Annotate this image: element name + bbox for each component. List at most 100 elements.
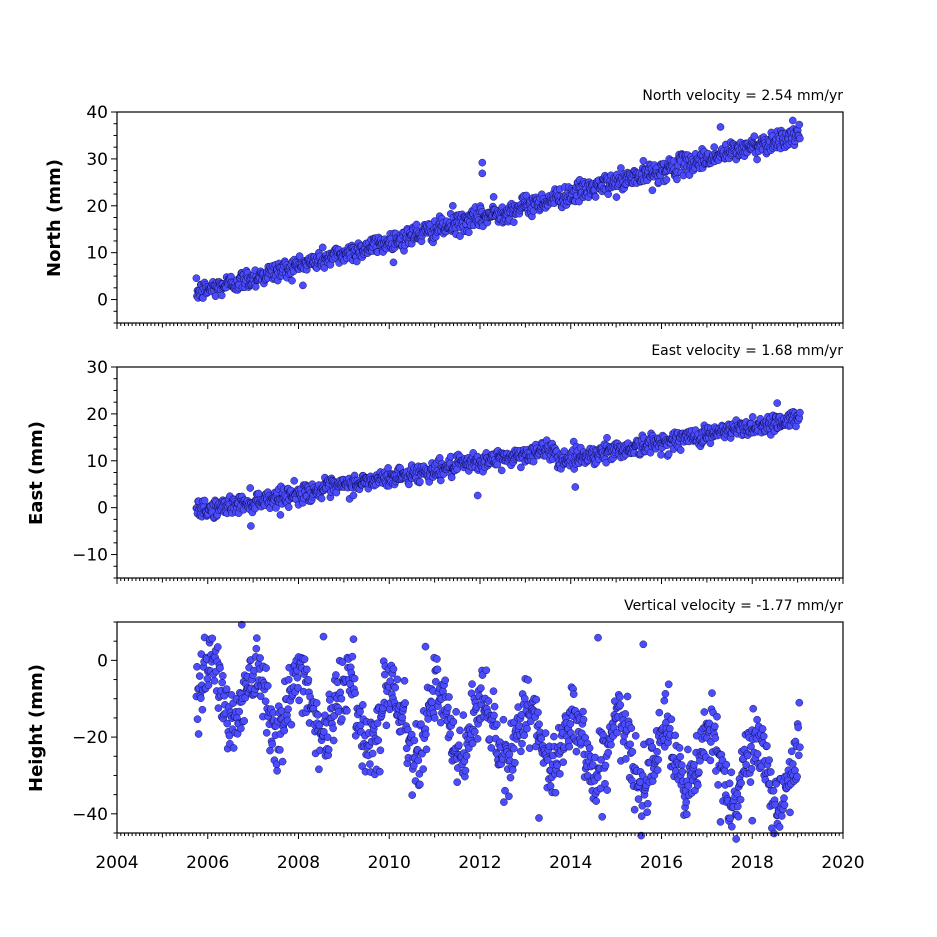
height-data-point <box>747 742 755 751</box>
height-data-point <box>793 772 801 781</box>
north-points <box>192 116 804 302</box>
east-y-tick-label: −10 <box>72 546 108 566</box>
height-data-point <box>565 742 574 751</box>
north-data-point <box>217 291 226 300</box>
height-data-point <box>787 747 796 756</box>
north-y-tick-label: 40 <box>86 103 108 123</box>
height-y-tick-label: −40 <box>72 805 108 825</box>
height-data-point <box>630 805 639 814</box>
height-data-point <box>489 687 498 696</box>
north-outlier-point <box>648 186 657 195</box>
height-data-point <box>449 718 458 726</box>
height-data-point <box>218 672 227 680</box>
north-data-point <box>710 143 719 151</box>
height-data-point <box>315 721 324 730</box>
height-data-point <box>765 756 773 764</box>
height-y-axis-label: Height (mm) <box>26 664 47 792</box>
height-data-point <box>637 812 646 821</box>
height-data-point <box>794 723 803 732</box>
height-data-point <box>734 812 743 821</box>
height-data-point <box>444 703 452 712</box>
height-data-point <box>433 655 441 663</box>
height-data-point <box>456 726 464 735</box>
height-data-point <box>223 719 231 728</box>
height-data-point <box>682 798 691 807</box>
east-outlier-point <box>603 433 611 442</box>
height-data-point <box>623 692 632 701</box>
north-data-point <box>192 274 201 283</box>
height-data-point <box>400 677 409 685</box>
height-data-point <box>559 758 568 767</box>
height-data-point <box>521 694 529 703</box>
north-data-point <box>789 116 797 125</box>
north-data-point <box>673 175 681 184</box>
height-data-point <box>329 724 337 733</box>
height-data-point <box>375 767 384 776</box>
height-data-point <box>732 835 741 843</box>
height-data-point <box>714 781 722 789</box>
height-data-point <box>653 766 662 774</box>
height-data-point <box>287 720 296 729</box>
height-data-point <box>518 739 526 748</box>
height-data-point <box>193 663 201 671</box>
height-data-point <box>796 743 804 752</box>
height-data-point <box>601 761 610 770</box>
height-data-point <box>237 724 245 733</box>
north-data-point <box>464 228 473 237</box>
height-data-point <box>445 693 453 701</box>
height-data-point <box>366 760 374 768</box>
height-data-point <box>441 676 450 685</box>
height-data-point <box>410 736 419 745</box>
north-data-point <box>320 264 329 272</box>
height-data-point <box>520 731 529 740</box>
east-data-point <box>664 450 673 458</box>
height-x-tick-label: 2004 <box>95 853 138 873</box>
height-data-point <box>338 658 347 666</box>
height-data-point <box>477 684 485 692</box>
north-data-point <box>299 281 307 290</box>
height-data-point <box>627 724 636 733</box>
height-x-tick-label: 2010 <box>368 853 411 873</box>
height-data-point <box>266 746 274 755</box>
height-data-point <box>252 644 261 653</box>
height-data-point <box>763 742 771 750</box>
height-outlier-point <box>716 818 725 826</box>
height-data-point <box>653 748 661 756</box>
height-data-point <box>430 714 439 722</box>
north-data-point <box>389 258 398 267</box>
north-y-tick-label: 10 <box>86 244 108 264</box>
east-data-point <box>497 466 506 475</box>
height-data-point <box>304 676 313 684</box>
height-data-point <box>348 652 357 661</box>
height-data-point <box>601 779 609 788</box>
height-data-point <box>603 786 612 794</box>
height-data-point <box>410 761 418 770</box>
north-data-point <box>639 156 648 165</box>
height-data-point <box>356 708 364 716</box>
height-data-point <box>747 764 756 773</box>
east-data-point <box>493 460 502 469</box>
height-data-point <box>402 744 411 753</box>
panel-east: East velocity = 1.68 mm/yr East (mm) −10… <box>26 343 844 584</box>
height-data-point <box>492 720 501 729</box>
height-data-point <box>501 786 509 795</box>
height-data-point <box>263 682 272 690</box>
height-data-point <box>278 757 287 766</box>
height-data-point <box>572 747 581 756</box>
height-data-point <box>284 705 292 713</box>
height-data-point <box>256 654 264 662</box>
height-data-point <box>509 744 518 753</box>
height-data-point <box>235 707 243 716</box>
east-y-tick-label: 10 <box>86 452 108 472</box>
height-data-point <box>626 740 635 749</box>
east-data-point <box>748 413 757 421</box>
height-data-point <box>338 715 346 723</box>
height-data-point <box>753 750 762 758</box>
height-data-point <box>598 813 607 821</box>
height-data-point <box>195 672 204 680</box>
height-data-point <box>453 778 462 787</box>
height-data-point <box>594 773 602 782</box>
east-data-point <box>517 463 525 472</box>
height-data-point <box>398 713 407 722</box>
